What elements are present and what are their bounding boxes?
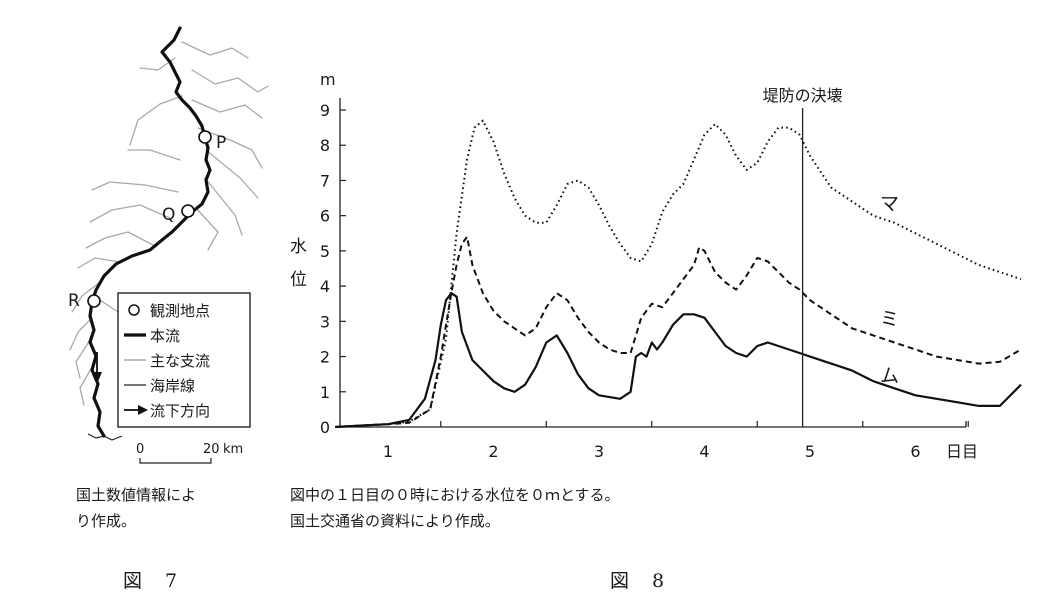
series-labels: マミム — [880, 193, 899, 387]
y-tick-label: 6 — [320, 207, 330, 226]
point-label-p: P — [216, 133, 226, 153]
x-axis-unit: 日目 — [946, 442, 978, 461]
series-line-solid — [335, 292, 1022, 429]
y-tick-label: 7 — [320, 171, 330, 190]
y-axis-unit: m — [320, 70, 336, 89]
tributary-line — [205, 149, 259, 199]
legend-label-coastline: 海岸線 — [150, 377, 195, 395]
point-label-q: Q — [162, 205, 175, 225]
observation-point-p: P — [198, 130, 226, 153]
scale-zero: 0 — [136, 442, 144, 457]
figure7-label: 図 7 — [123, 570, 180, 592]
legend-label-flow: 流下方向 — [150, 402, 210, 420]
scale-max: 20 — [203, 442, 220, 457]
y-axis-label-char-2: 位 — [290, 270, 307, 290]
annotation-label: 堤防の決壊 — [763, 86, 843, 105]
tributary-line — [91, 181, 179, 193]
tributary-line — [197, 127, 263, 169]
y-tick-label: 0 — [320, 418, 330, 437]
series-label: ミ — [880, 308, 899, 330]
y-tick-label: 5 — [320, 242, 330, 261]
chart-series — [335, 119, 1022, 429]
tributaries — [69, 41, 269, 406]
series-line-dashed — [335, 235, 1022, 428]
water-level-chart: m 水 位 0 1 2 3 4 5 6 7 8 9 1 2 3 4 5 6 日目 堤防の決壊 マミム — [290, 70, 1022, 461]
figure8-label: 図 8 — [610, 570, 667, 592]
series-label: ム — [880, 365, 899, 387]
tributary-line — [195, 207, 219, 251]
scale-bar: 0 20 km — [136, 442, 243, 464]
arrow-icon — [124, 405, 148, 415]
tributary-line — [89, 204, 171, 223]
tributary-line — [181, 41, 249, 59]
observation-point-q: Q — [162, 204, 195, 225]
flow-direction-arrow-icon — [92, 352, 102, 384]
legend-label-tributary: 主な支流 — [150, 352, 210, 370]
series-label: マ — [880, 193, 899, 215]
figure8-caption-line2: 国土交通省の資料により作成。 — [290, 512, 500, 530]
scale-unit: km — [223, 442, 243, 457]
y-tick-label: 1 — [320, 383, 330, 402]
x-tick-label: 1 — [383, 442, 393, 461]
x-axis-ticks: 1 2 3 4 5 6 日目 — [383, 421, 978, 461]
y-tick-label: 8 — [320, 136, 330, 155]
tributary-line — [191, 69, 269, 93]
tributary-line — [69, 317, 93, 351]
y-tick-label: 9 — [320, 101, 330, 120]
tributary-line — [99, 299, 119, 313]
point-label-r: R — [68, 291, 80, 311]
figure7-caption-line2: り作成。 — [76, 512, 137, 530]
legend-label-main-river: 本流 — [150, 327, 180, 345]
figure8-caption: 図中の１日目の０時における水位を０ｍとする。 国土交通省の資料により作成。 — [290, 482, 620, 534]
y-tick-label: 4 — [320, 277, 330, 296]
chart-axes — [339, 98, 967, 428]
legend-label-observation: 観測地点 — [150, 302, 210, 320]
map-legend: 観測地点 本流 主な支流 海岸線 流下方向 — [117, 292, 251, 428]
tributary-line — [127, 149, 181, 161]
tributary-line — [85, 231, 156, 249]
dike-break-annotation: 堤防の決壊 — [763, 86, 843, 427]
circle-marker-icon — [128, 304, 140, 316]
x-tick-label: 6 — [910, 442, 920, 461]
x-tick-label: 5 — [805, 442, 815, 461]
figure8-caption-line1: 図中の１日目の０時における水位を０ｍとする。 — [290, 486, 620, 504]
observation-point-r: R — [68, 291, 101, 311]
y-tick-label: 2 — [320, 348, 330, 367]
tributary-line — [75, 339, 91, 379]
tributary-line — [129, 95, 183, 146]
figure7-caption: 国土数値情報によ り作成。 — [76, 482, 196, 534]
river-map: P Q R 観測地点 本流 主な支流 海岸線 流下方向 — [68, 26, 269, 464]
series-line-dotted — [335, 119, 1022, 428]
y-axis-label-char-1: 水 — [290, 237, 307, 257]
x-tick-label: 2 — [488, 442, 498, 461]
y-tick-label: 3 — [320, 312, 330, 331]
figure7-caption-line1: 国土数値情報によ — [76, 486, 197, 504]
x-tick-label: 3 — [594, 442, 604, 461]
tributary-line — [71, 281, 101, 313]
tributary-line — [77, 257, 121, 269]
y-axis-ticks: 0 1 2 3 4 5 6 7 8 9 — [320, 101, 346, 437]
tributary-line — [204, 177, 243, 236]
x-tick-label: 4 — [699, 442, 709, 461]
tributary-line — [191, 99, 263, 119]
